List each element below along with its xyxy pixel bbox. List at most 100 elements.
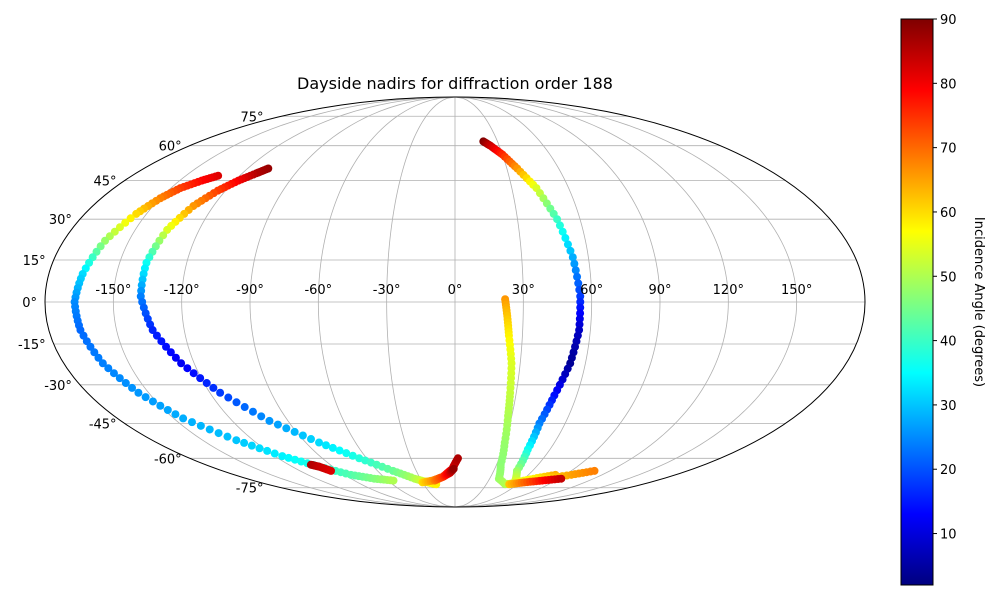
data-point (282, 424, 291, 433)
data-point (576, 292, 585, 301)
data-point (307, 435, 315, 444)
y-tick-label: 30° (49, 213, 72, 228)
data-point (152, 331, 161, 340)
colorbar-tick-label: 60 (940, 206, 957, 221)
data-point (205, 425, 214, 434)
data-point (121, 379, 130, 388)
data-point (322, 441, 330, 450)
data-point (297, 457, 306, 466)
data-point (449, 464, 458, 473)
data-point (183, 364, 192, 373)
data-point (561, 234, 570, 243)
data-point (265, 416, 274, 425)
colorbar-tick-label: 80 (940, 77, 957, 92)
data-point (240, 403, 249, 412)
data-point (163, 406, 172, 414)
data-point (177, 359, 186, 368)
data-point (134, 388, 143, 397)
y-tick-label: -75° (236, 482, 264, 497)
data-point (570, 259, 579, 268)
data-point (573, 272, 582, 281)
data-point (389, 476, 398, 485)
data-point (196, 374, 205, 383)
data-point (240, 438, 249, 447)
graticule (45, 97, 865, 507)
data-point (179, 414, 188, 423)
data-point (94, 353, 103, 362)
data-point (247, 441, 256, 450)
data-point (162, 342, 171, 351)
data-point (214, 429, 223, 438)
data-point (202, 379, 211, 388)
data-point (576, 298, 585, 306)
data-point (189, 369, 198, 378)
y-tick-label: 0° (22, 296, 37, 311)
data-point (555, 221, 564, 230)
y-tick-label: 75° (240, 110, 263, 125)
x-tick-label: 60° (580, 283, 603, 298)
colorbar-tick-label: 30 (940, 399, 957, 414)
data-point (248, 407, 257, 416)
y-tick-label: -15° (18, 338, 46, 353)
data-point (101, 236, 110, 245)
data-point (141, 393, 150, 402)
colorbar-ticks: 10 20 30 40 50 60 70 80 90 (933, 13, 957, 543)
data-point (90, 348, 99, 357)
x-tick-label: 120° (713, 283, 744, 298)
data-point (128, 383, 137, 392)
colorbar-tick-label: 50 (940, 270, 957, 285)
y-tick-label: -60° (154, 452, 182, 467)
data-point (255, 444, 264, 453)
data-point (284, 453, 293, 462)
data-point (315, 438, 324, 447)
data-point (209, 383, 218, 392)
data-point (335, 446, 344, 455)
x-tick-label: -90° (236, 283, 264, 298)
colorbar-tick-label: 90 (940, 13, 957, 28)
data-point (327, 466, 336, 475)
data-point (348, 451, 357, 460)
data-point (98, 359, 107, 368)
data-point (566, 246, 575, 255)
data-point (273, 420, 282, 429)
data-point (590, 466, 599, 475)
data-point (568, 253, 577, 262)
x-tick-label: -120° (164, 283, 200, 298)
data-point (171, 410, 180, 419)
data-point (216, 388, 225, 397)
data-point (576, 303, 585, 312)
data-point (290, 455, 299, 464)
data-point (223, 432, 232, 441)
data-point (96, 242, 105, 251)
colorbar-tick-label: 20 (940, 463, 957, 478)
data-point (232, 398, 241, 407)
data-point (290, 427, 299, 436)
colorbar-tick-label: 10 (940, 528, 957, 543)
data-point (126, 214, 135, 223)
x-tick-label: 0° (448, 283, 463, 298)
data-points (70, 137, 599, 489)
data-point (196, 421, 205, 430)
x-tick-label: 150° (781, 283, 812, 298)
data-point (171, 353, 180, 362)
chart-title: Dayside nadirs for diffraction order 188 (297, 74, 613, 93)
data-point (298, 431, 307, 440)
y-tick-label: -30° (44, 379, 72, 394)
data-point (558, 227, 567, 236)
data-point (342, 449, 351, 458)
map-boundary (44, 96, 866, 508)
data-point (553, 215, 562, 224)
data-point (270, 449, 279, 458)
x-tick-label: -30° (373, 283, 401, 298)
data-point (574, 279, 583, 288)
data-point (224, 393, 233, 402)
x-tick-label: 30° (512, 283, 535, 298)
y-tick-label: 60° (159, 140, 182, 155)
data-point (563, 240, 572, 249)
data-point (328, 443, 337, 452)
data-point (115, 374, 124, 383)
data-point (109, 369, 118, 378)
data-point (257, 412, 266, 421)
data-point (453, 454, 462, 463)
y-tick-label: 45° (94, 175, 117, 190)
